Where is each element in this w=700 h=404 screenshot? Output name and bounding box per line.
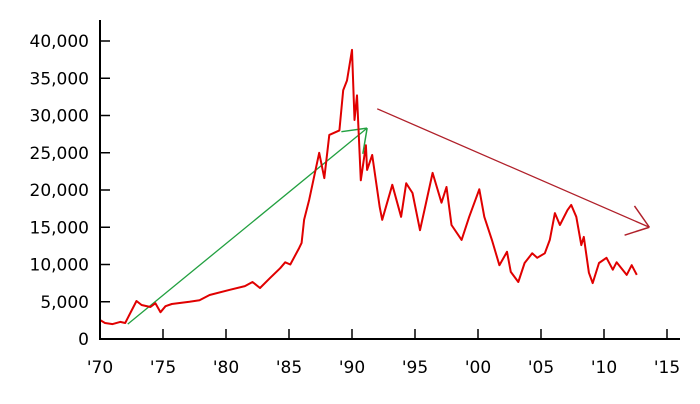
x-tick-label: '10 [591, 358, 617, 378]
series-group [99, 48, 638, 326]
x-tick-label: '90 [339, 358, 365, 378]
annotations [127, 108, 650, 325]
x-axis-ticks: '70 '75 '80 '85 '90 '95 '00 '05 '10 '15 [87, 329, 680, 378]
y-tick-label: 25,000 [30, 144, 89, 164]
y-tick-label: 5,000 [40, 293, 89, 313]
series-line [99, 48, 638, 326]
y-tick-label: 40,000 [30, 32, 89, 52]
annotation-arrowhead [633, 205, 650, 228]
y-tick-label: 30,000 [30, 107, 89, 127]
x-tick-label: '15 [654, 358, 680, 378]
x-tick-label: '95 [402, 358, 428, 378]
y-axis-ticks: 0 5,000 10,000 15,000 20,000 25,000 30,000 35,0… [30, 32, 110, 350]
annotation-arrowhead [341, 127, 368, 133]
annotation-arrow-line [376, 108, 650, 228]
x-tick-label: '00 [465, 358, 491, 378]
annotation-arrowhead [362, 128, 368, 154]
x-tick-label: '70 [87, 358, 113, 378]
annotation-arrow-line [127, 127, 368, 325]
y-tick-label: 0 [78, 330, 89, 350]
y-tick-label: 15,000 [30, 218, 89, 238]
y-tick-label: 35,000 [30, 69, 89, 89]
annotation-arrowhead [624, 226, 650, 236]
x-tick-label: '05 [528, 358, 554, 378]
x-tick-label: '80 [213, 358, 239, 378]
x-tick-label: '85 [276, 358, 302, 378]
y-tick-label: 20,000 [30, 181, 89, 201]
x-tick-label: '75 [150, 358, 176, 378]
y-tick-label: 10,000 [30, 256, 89, 276]
